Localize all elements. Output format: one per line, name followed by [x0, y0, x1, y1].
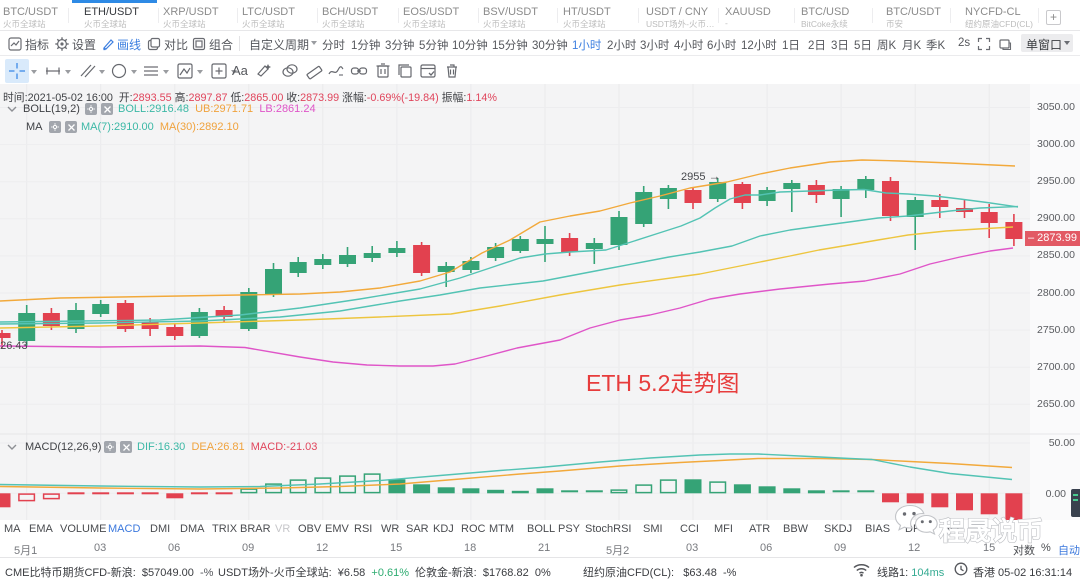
- svg-text:程晟说币: 程晟说币: [939, 516, 1043, 546]
